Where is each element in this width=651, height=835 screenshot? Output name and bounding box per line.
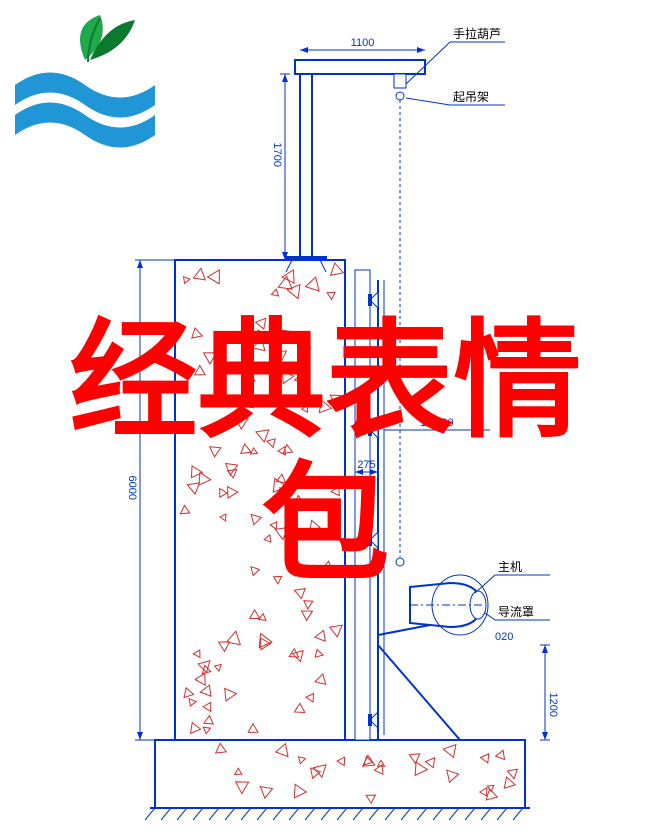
label-crane: 起吊架 [453, 90, 489, 104]
crane-beam [295, 60, 425, 74]
label-hoist: 手拉葫芦 [453, 26, 501, 41]
crane-post [300, 74, 312, 260]
svg-text:1700: 1700 [271, 143, 283, 167]
overlay-text-line1: 经典表情 [0, 315, 651, 449]
svg-text:020: 020 [495, 631, 513, 643]
label-shroud: 导流罩 [498, 605, 534, 619]
logo-icon [15, 15, 155, 148]
hoist-icon [396, 92, 404, 100]
overlay-text-line2: 包 [0, 458, 651, 592]
svg-text:1100: 1100 [351, 37, 375, 49]
svg-text:1200: 1200 [547, 693, 559, 717]
concrete-wall [155, 740, 525, 808]
